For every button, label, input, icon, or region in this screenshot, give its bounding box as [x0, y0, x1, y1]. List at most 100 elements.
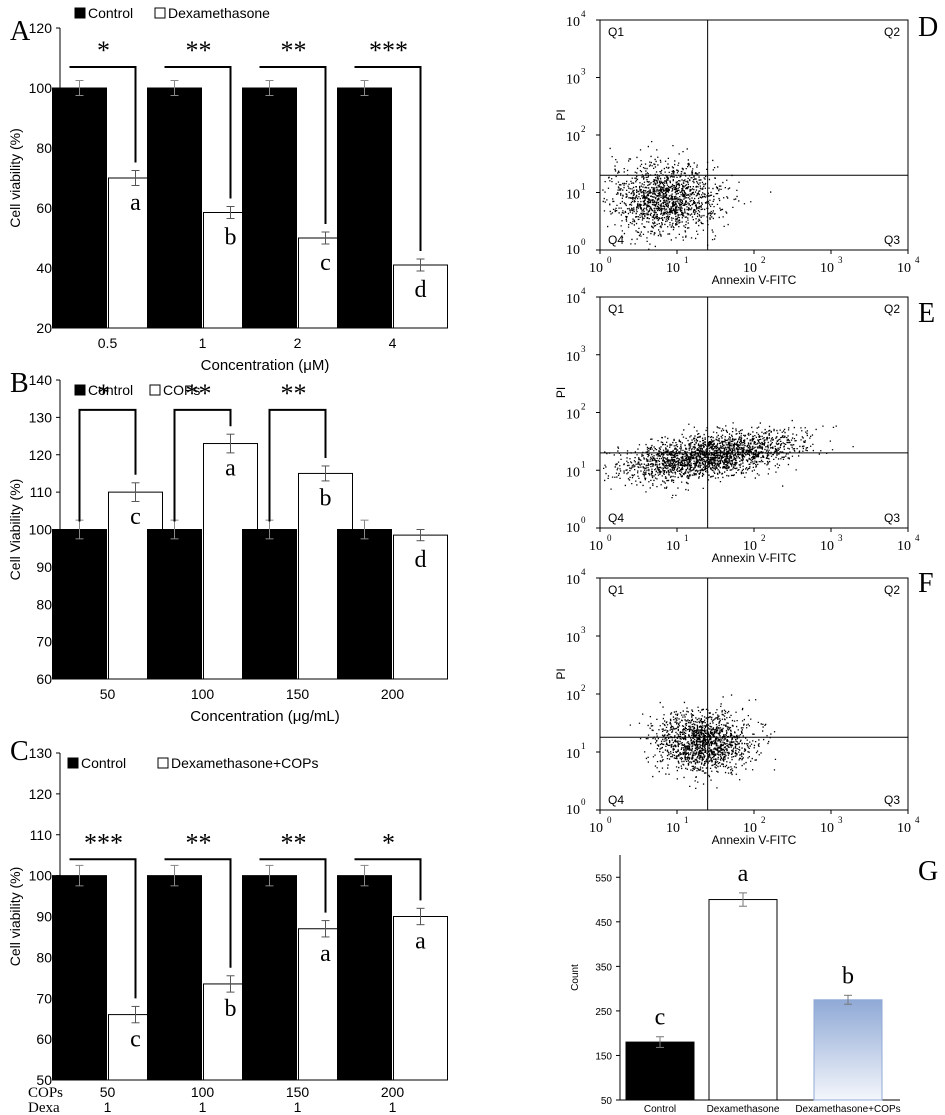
x-tick-exponent: 3 — [838, 533, 843, 543]
y-tick-label: 60 — [36, 200, 52, 216]
x-axis-label: Concentration (μM) — [201, 357, 330, 374]
x-tick-exponent: 3 — [838, 255, 843, 265]
y-tick-exponent: 2 — [581, 683, 586, 693]
significance-bracket — [354, 858, 422, 901]
legend-swatch-treatment — [149, 384, 161, 396]
panel-label-C: C — [10, 736, 29, 767]
cops-dose-label: 100 — [191, 1084, 215, 1100]
x-tick-label: 1 — [199, 335, 207, 351]
x-tick-exponent: 0 — [607, 255, 612, 265]
y-tick-label: 250 — [595, 1007, 612, 1018]
panel-label-B: B — [10, 368, 29, 399]
y-tick-label: 130 — [29, 409, 53, 425]
significance-bracket — [259, 858, 327, 913]
bar-chart-A: 20 40 60 80 100 120 Cell viability (%) Concentr… — [7, 5, 448, 374]
x-tick-exponent: 1 — [684, 255, 689, 265]
dexa-dose-label: 1 — [294, 1099, 302, 1115]
significance-stars: ** — [186, 36, 212, 65]
significance-letter: a — [320, 941, 331, 967]
bar-chart-G: 50 150 250 350 450 550 Count c Control a Dexametha… — [570, 855, 901, 1115]
x-tick-label: 150 — [286, 686, 310, 702]
x-tick-label: 10 — [666, 539, 680, 554]
bar-control — [147, 875, 202, 1081]
y-axis-label: PI — [554, 387, 568, 398]
x-tick-label: 10 — [743, 821, 757, 836]
y-tick-label: 70 — [36, 990, 52, 1006]
quadrant-label-q2: Q2 — [884, 583, 900, 597]
bar-control — [147, 87, 202, 329]
y-axis-label: Cell viability (%) — [7, 867, 23, 967]
quadrant-label-q3: Q3 — [884, 793, 900, 807]
quadrant-label-q2: Q2 — [884, 25, 900, 39]
significance-bracket — [173, 408, 232, 522]
y-tick-exponent: 4 — [581, 567, 586, 577]
y-tick-label: 10 — [566, 73, 580, 88]
y-tick-exponent: 2 — [581, 402, 586, 412]
bar-control — [337, 875, 392, 1081]
bar-control — [242, 529, 297, 680]
legend-label: Control — [81, 755, 126, 771]
x-tick-exponent: 3 — [838, 815, 843, 825]
significance-letter: a — [225, 456, 236, 482]
y-tick-exponent: 4 — [581, 9, 586, 19]
x-tick-label: 0.5 — [98, 335, 118, 351]
legend-label: Control — [88, 382, 133, 398]
significance-letter: c — [320, 250, 331, 276]
scatter-points — [603, 419, 854, 499]
significance-letter: c — [130, 1027, 141, 1053]
significance-bracket — [69, 858, 137, 999]
significance-bracket — [354, 66, 422, 251]
quadrant-label-q1: Q1 — [608, 25, 624, 39]
x-tick-label: 10 — [897, 821, 911, 836]
y-tick-label: 110 — [30, 484, 53, 500]
bar-chart-B: 60 70 80 90 100 110 120 130 140 Cell Viability (%… — [7, 372, 448, 725]
y-tick-label: 60 — [36, 1031, 52, 1047]
significance-letter: d — [415, 277, 427, 303]
legend-swatch-treatment — [157, 757, 169, 769]
legend-swatch-control — [74, 384, 86, 396]
y-tick-exponent: 2 — [581, 124, 586, 134]
y-tick-label: 40 — [36, 260, 52, 276]
significance-stars: ** — [281, 36, 307, 65]
y-tick-label: 350 — [595, 962, 612, 973]
x-tick-exponent: 0 — [607, 815, 612, 825]
y-tick-label: 10 — [566, 15, 580, 30]
y-tick-label: 140 — [29, 372, 53, 388]
significance-bracket — [164, 66, 232, 199]
panel-label-E: E — [918, 298, 935, 329]
x-tick-label: 10 — [743, 539, 757, 554]
x-tick-label: 10 — [743, 261, 757, 276]
significance-bracket — [259, 66, 327, 224]
x-tick-label: 4 — [389, 335, 397, 351]
significance-stars: *** — [84, 828, 123, 857]
y-tick-label: 10 — [566, 350, 580, 365]
y-tick-exponent: 1 — [581, 741, 586, 751]
quadrant-label-q4: Q4 — [608, 233, 624, 247]
legend-label: Dexamethasone+COPs — [171, 755, 318, 771]
y-tick-label: 100 — [29, 80, 53, 96]
x-tick-exponent: 2 — [761, 533, 766, 543]
y-tick-exponent: 3 — [581, 344, 586, 354]
y-tick-label: 10 — [566, 573, 580, 588]
y-tick-label: 120 — [29, 786, 53, 802]
y-tick-label: 10 — [566, 130, 580, 145]
panel-label-G: G — [918, 856, 938, 887]
significance-letter: d — [415, 547, 427, 573]
y-tick-exponent: 1 — [581, 459, 586, 469]
significance-letter: c — [655, 1005, 666, 1031]
y-tick-label: 50 — [36, 1072, 52, 1088]
x-tick-label: 2 — [294, 335, 302, 351]
y-tick-label: 10 — [566, 465, 580, 480]
x-axis-label: Annexin V-FITC — [712, 833, 797, 847]
y-tick-exponent: 0 — [581, 237, 586, 247]
y-tick-label: 20 — [36, 320, 52, 336]
legend-swatch-treatment — [154, 7, 166, 19]
legend-swatch-control — [74, 7, 86, 19]
y-tick-label: 120 — [29, 447, 53, 463]
x-tick-label: 100 — [191, 686, 215, 702]
x-tick-label: Dexamethasone — [707, 1104, 780, 1115]
bar-treatment — [393, 534, 448, 680]
significance-letter: b — [225, 996, 237, 1022]
